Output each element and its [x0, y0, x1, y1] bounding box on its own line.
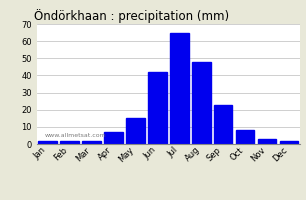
Bar [214, 105, 233, 144]
Bar [38, 141, 57, 144]
Text: www.allmetsat.com: www.allmetsat.com [45, 133, 106, 138]
Bar [236, 130, 254, 144]
Bar [258, 139, 276, 144]
Bar [60, 141, 79, 144]
Bar [126, 118, 145, 144]
Bar [104, 132, 123, 144]
Bar [170, 33, 188, 144]
Bar [82, 141, 101, 144]
Text: Öndörkhaan : precipitation (mm): Öndörkhaan : precipitation (mm) [34, 9, 229, 23]
Bar [148, 72, 167, 144]
Bar [192, 62, 211, 144]
Bar [280, 141, 298, 144]
